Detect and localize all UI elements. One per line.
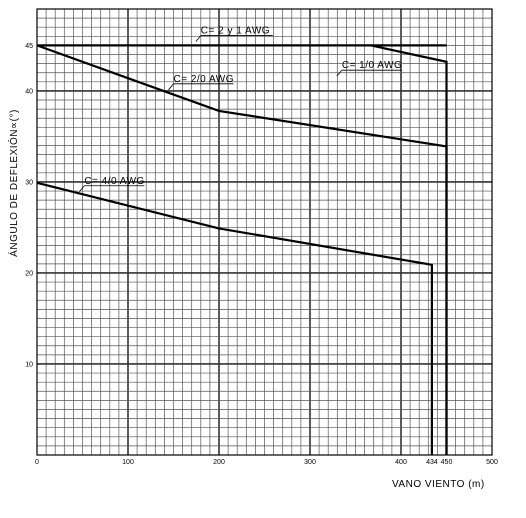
grid: [36, 8, 493, 456]
y-tick-label: 10: [25, 361, 33, 368]
x-tick-label: 450: [441, 459, 453, 466]
plot-frame: [36, 8, 493, 456]
x-tick-label: 300: [304, 459, 316, 466]
x-tick-label: 0: [35, 459, 39, 466]
x-tick-label: 434: [426, 459, 438, 466]
curve-labels: C= 2 y 1 AWG C= 1/0 AWG C= 2/0 AWG C= 4/0 A…: [79, 26, 402, 193]
y-tick-label: 30: [25, 179, 33, 186]
x-tick-label: 100: [122, 459, 134, 466]
curve-label-leader: [79, 185, 85, 193]
series-layer: [36, 44, 448, 455]
series-line-c-2-0-awg: [36, 44, 448, 455]
curve-label-leader: [195, 35, 202, 42]
x-tick-label: 400: [395, 459, 407, 466]
curve-label: C= 4/0 AWG: [84, 176, 144, 187]
series-line-c-4-0-awg: [36, 181, 433, 455]
y-axis-title: ÁNGULO DE DEFLEXIÓN∝(°): [7, 109, 20, 257]
curve-label: C= 1/0 AWG: [342, 60, 402, 71]
y-tick-label: 20: [25, 270, 33, 277]
y-tick-label: 40: [25, 88, 33, 95]
curve-label-leader: [336, 69, 343, 77]
curve-label: C= 2 y 1 AWG: [201, 26, 270, 37]
curve-label: C= 2/0 AWG: [174, 74, 234, 85]
curve-label-leader: [168, 83, 174, 91]
tick-labels: 0 100 200 300 400 434 450 500 10 20 30 40 45: [25, 43, 498, 466]
x-tick-label: 500: [486, 459, 498, 466]
x-axis-title: VANO VIENTO (m): [392, 479, 485, 490]
y-tick-label: 45: [25, 43, 33, 50]
x-tick-label: 200: [213, 459, 225, 466]
series-line-c-1-0-awg: [370, 44, 448, 455]
